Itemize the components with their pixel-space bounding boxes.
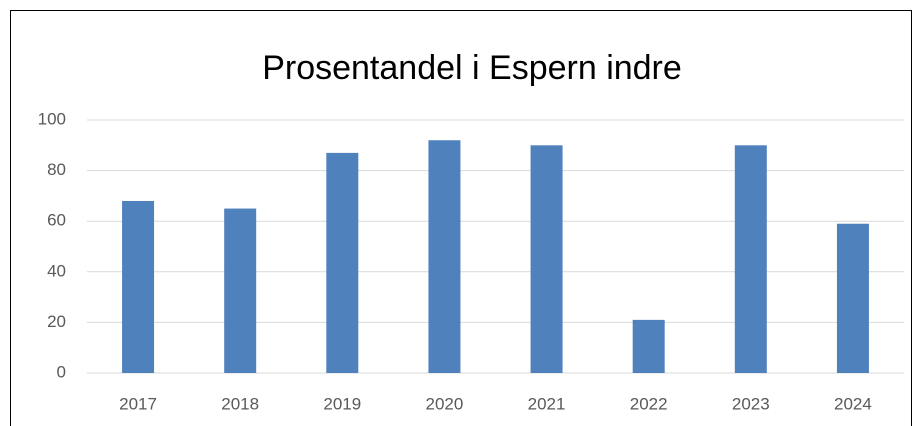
y-tick-label: 20 — [47, 312, 66, 331]
bar — [122, 200, 155, 373]
chart-title: Prosentandel i Espern indre — [262, 49, 682, 87]
x-tick-label: 2024 — [834, 394, 872, 413]
x-tick-label: 2021 — [528, 394, 566, 413]
x-tick-label: 2022 — [630, 394, 668, 413]
y-tick-label: 80 — [47, 160, 66, 179]
bar — [734, 145, 767, 373]
y-tick-label: 0 — [57, 362, 66, 381]
bar — [428, 140, 461, 373]
x-tick-label: 2020 — [426, 394, 464, 413]
x-tick-label: 2023 — [732, 394, 770, 413]
bar — [632, 319, 665, 373]
x-tick-label: 2017 — [119, 394, 157, 413]
y-tick-label: 40 — [47, 261, 66, 280]
bar — [530, 145, 563, 373]
bar — [224, 208, 257, 373]
x-tick-label: 2019 — [323, 394, 361, 413]
y-tick-label: 100 — [38, 109, 66, 128]
bar — [836, 223, 869, 373]
y-tick-label: 60 — [47, 211, 66, 230]
bar — [326, 152, 359, 373]
x-tick-label: 2018 — [221, 394, 259, 413]
